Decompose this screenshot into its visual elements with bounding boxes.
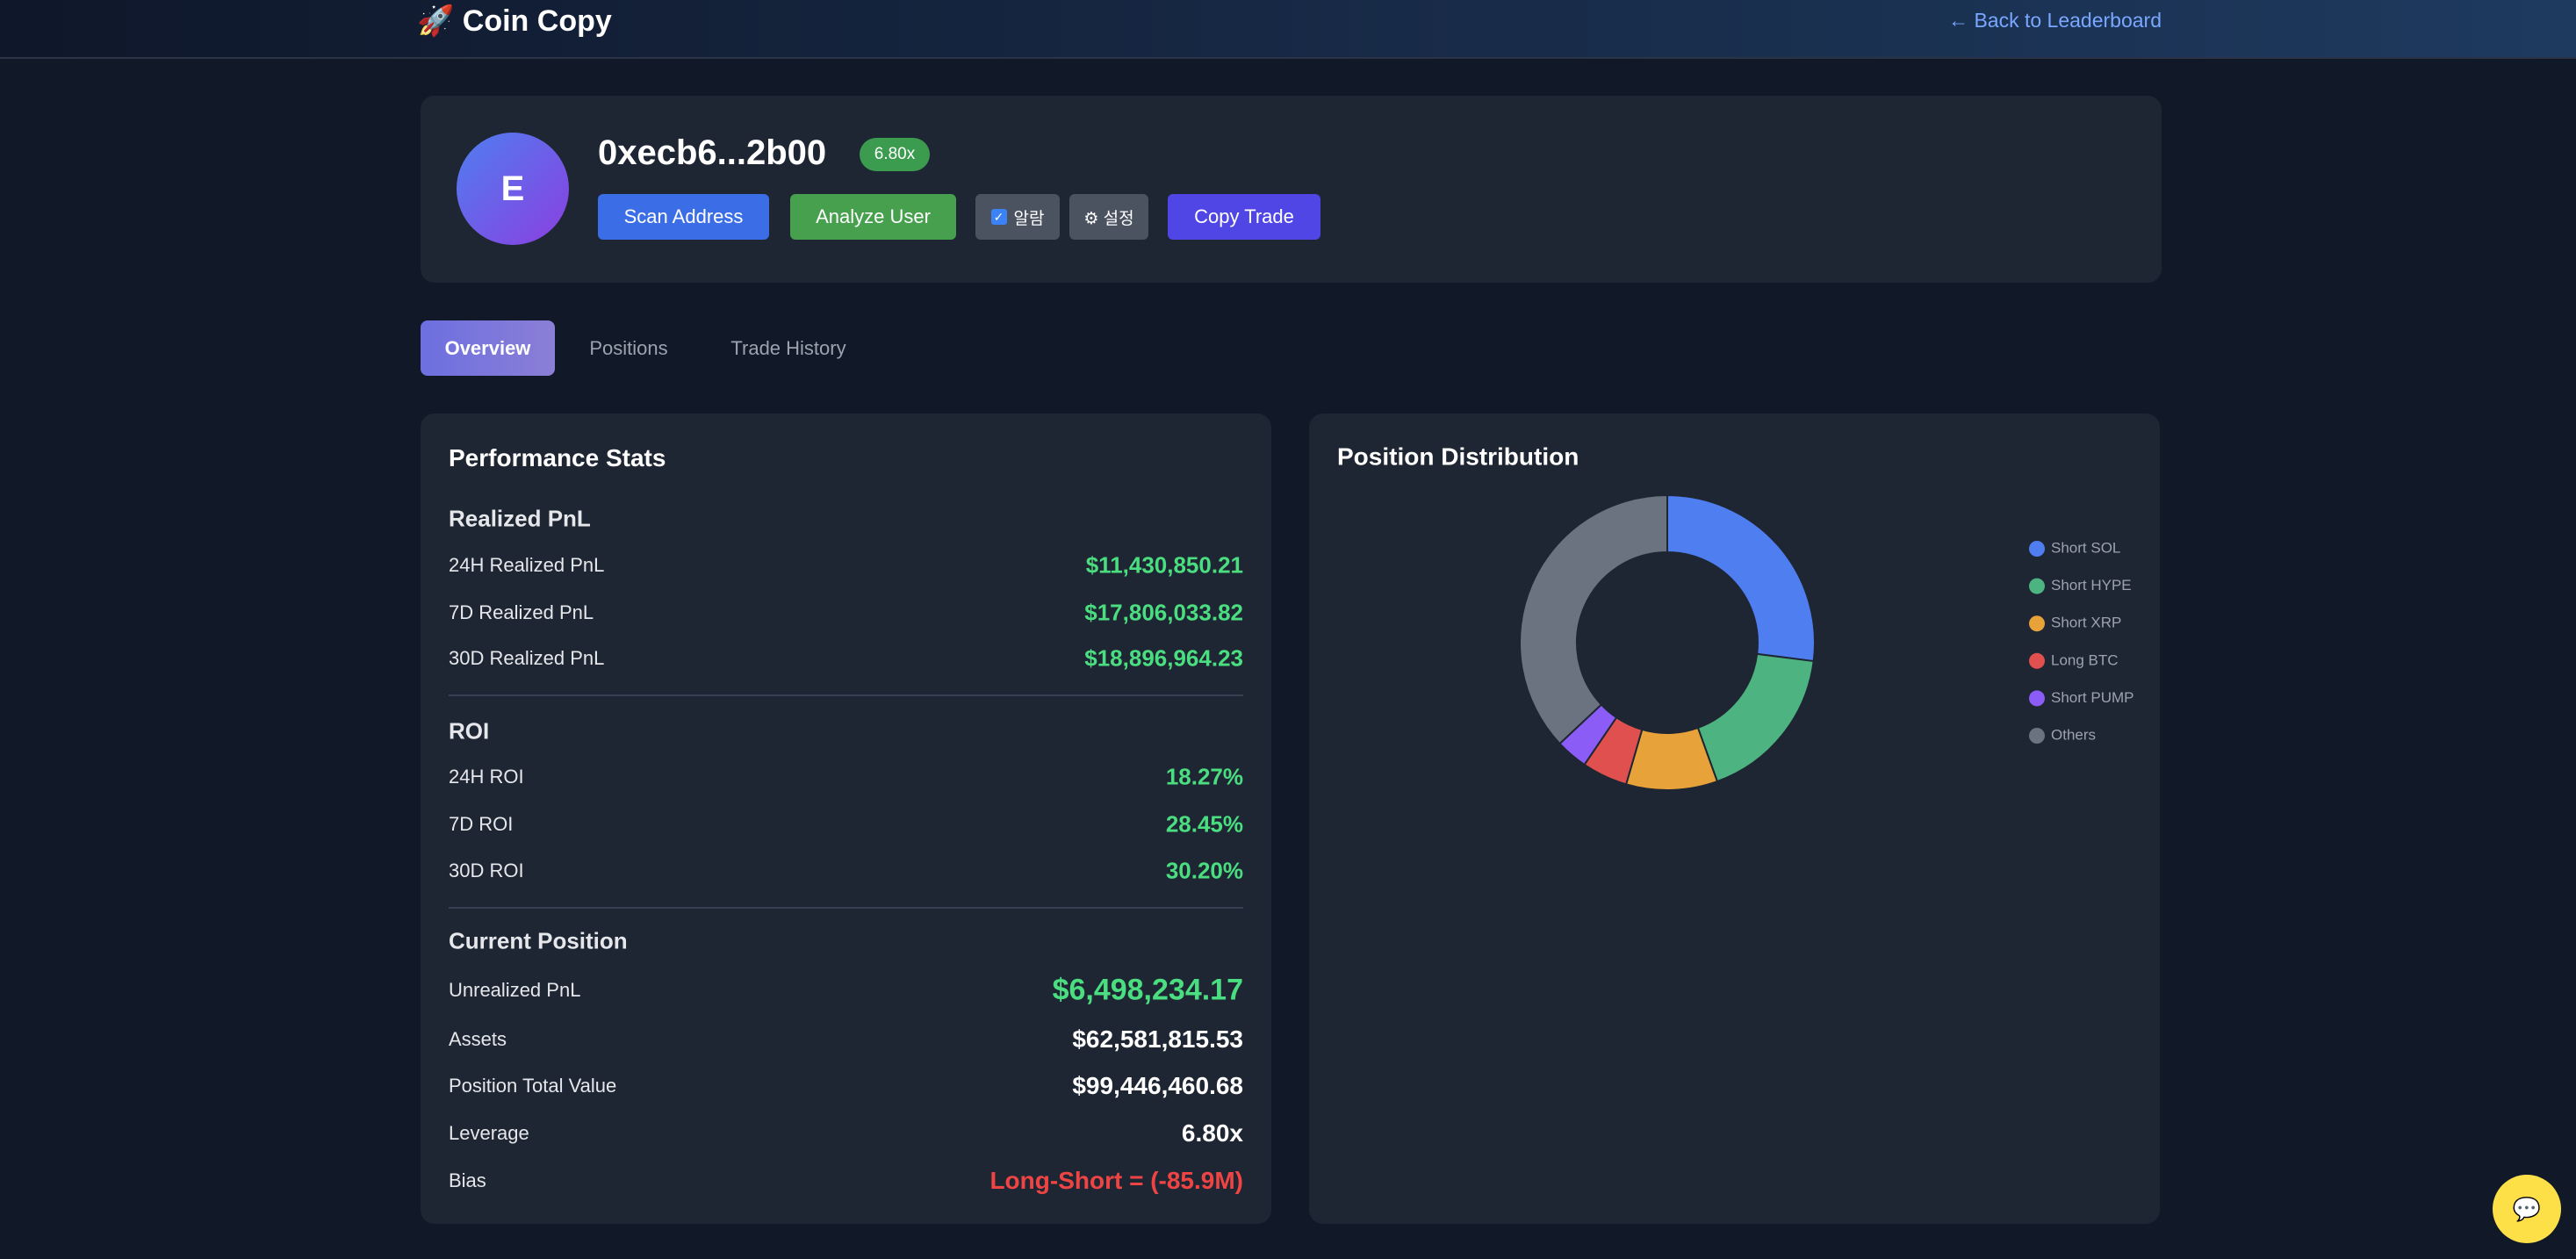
donut-slice	[1666, 493, 1816, 663]
back-link[interactable]: ← Back to Leaderboard	[1948, 9, 2162, 32]
stat-label: 30D ROI	[449, 860, 524, 881]
stat-value: $11,430,850.21	[1085, 551, 1243, 579]
chart: Position Distribution Short SOL Short HYP…	[1337, 442, 2133, 791]
address: 0xecb6...2b00	[598, 133, 827, 172]
stat-value: 30.20%	[1165, 857, 1243, 884]
profile-card	[421, 96, 2162, 283]
donut-slice	[1696, 652, 1815, 783]
stat-value: 28.45%	[1165, 810, 1243, 838]
stat-value: $62,581,815.53	[1072, 1025, 1243, 1053]
tab-trade-history[interactable]: Trade History	[730, 336, 846, 359]
stat-label: 24H ROI	[449, 766, 524, 788]
copy-trade-button[interactable]: Copy Trade	[1168, 194, 1320, 240]
checkbox[interactable]: ✓	[990, 209, 1007, 225]
divider	[449, 907, 1243, 909]
legend-swatch	[2029, 541, 2045, 557]
settings-button[interactable]: ⚙ 설정	[1069, 194, 1148, 240]
stat-label: 30D Realized PnL	[449, 647, 605, 669]
section-title: Realized PnL	[449, 505, 591, 532]
avatar: E	[457, 133, 569, 245]
scan-button[interactable]: Scan Address	[598, 194, 769, 240]
legend-swatch	[2029, 615, 2045, 632]
section-title: ROI	[449, 717, 490, 745]
legend-swatch	[2029, 578, 2045, 594]
alarm-label: 알람	[1013, 209, 1045, 228]
stats-title: Performance Stats	[449, 444, 666, 471]
stat-value: 18.27%	[1165, 763, 1243, 790]
stat-label: Unrealized PnL	[449, 979, 581, 1001]
divider	[449, 694, 1243, 696]
donut-slice	[1519, 493, 1668, 745]
stat-value: Long-Short = (-85.9M)	[989, 1167, 1243, 1194]
stat-label: Position Total Value	[449, 1075, 617, 1097]
analyze-button[interactable]: Analyze User	[790, 194, 956, 240]
stat-value: $18,896,964.23	[1084, 644, 1243, 672]
stat-value: $99,446,460.68	[1072, 1072, 1243, 1099]
tab-overview[interactable]: Overview	[421, 320, 555, 376]
header: 🚀 Coin Copy ← Back to Leaderboard	[0, 0, 2576, 59]
legend-swatch	[2029, 728, 2045, 744]
alarm-toggle[interactable]: ✓ 알람	[975, 194, 1060, 240]
stat-label: 24H Realized PnL	[449, 554, 605, 576]
leverage-badge: 6.80x	[860, 138, 930, 171]
chat-button[interactable]: 💬	[2493, 1175, 2561, 1243]
tab-positions[interactable]: Positions	[589, 336, 668, 359]
stat-label: Bias	[449, 1169, 486, 1191]
legend-label: Others	[2051, 726, 2096, 743]
stat-label: Assets	[449, 1028, 507, 1050]
app-title[interactable]: 🚀 Coin Copy	[417, 4, 612, 38]
legend-label: Short SOL	[2051, 539, 2120, 556]
stat-label: 7D Realized PnL	[449, 601, 594, 623]
legend-swatch	[2029, 652, 2045, 669]
legend-label: Short HYPE	[2051, 577, 2132, 594]
legend-label: Short XRP	[2051, 615, 2121, 631]
legend-swatch	[2029, 690, 2045, 707]
stat-label: Leverage	[449, 1122, 529, 1144]
stat-value: $17,806,033.82	[1084, 599, 1243, 626]
stats-card	[421, 414, 1271, 1224]
chart-title: Position Distribution	[1337, 442, 1579, 470]
legend-label: Long BTC	[2051, 651, 2119, 668]
stat-label: 7D ROI	[449, 813, 514, 835]
section-title: Current Position	[449, 927, 628, 954]
legend-label: Short PUMP	[2051, 689, 2133, 706]
stat-value: $6,498,234.17	[1052, 973, 1243, 1007]
stat-value: 6.80x	[1181, 1119, 1243, 1147]
